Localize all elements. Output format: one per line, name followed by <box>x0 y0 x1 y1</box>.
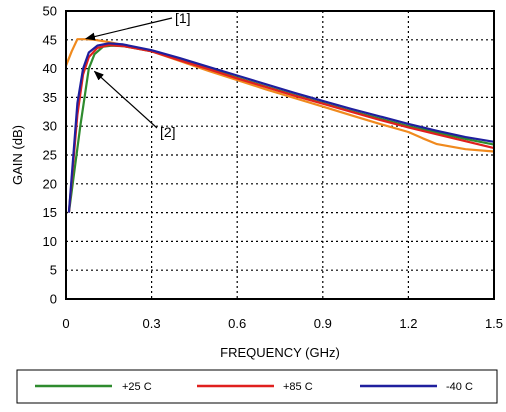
x-tick-label: 1.5 <box>485 316 503 331</box>
x-tick-label: 0 <box>62 316 69 331</box>
legend-label: +85 C <box>283 381 313 393</box>
y-axis-label: GAIN (dB) <box>10 125 25 185</box>
annotations: [1] [2] <box>85 10 191 140</box>
y-tick-label: 5 <box>50 263 57 278</box>
annotation-arrow <box>85 17 173 41</box>
series-line-1 <box>67 43 495 213</box>
y-tick-label: 30 <box>43 119 57 134</box>
legend-label: +25 C <box>122 381 152 393</box>
series-layer <box>64 38 495 213</box>
series-line-3 <box>64 38 495 153</box>
tick-labels: 0 5 10 15 20 25 30 35 40 45 50 0 0.3 0.6 0.9 1.2 1.5 <box>43 4 504 332</box>
y-tick-label: 20 <box>43 176 57 191</box>
x-tick-label: 0.3 <box>143 316 161 331</box>
x-tick-label: 1.2 <box>399 316 417 331</box>
legend-label: -40 C <box>446 381 473 393</box>
y-tick-label: 50 <box>43 4 57 19</box>
annotation-label: [1] <box>175 10 191 26</box>
x-axis-label: FREQUENCY (GHz) <box>220 345 340 360</box>
y-tick-label: 25 <box>43 148 57 163</box>
y-tick-label: 40 <box>43 61 57 76</box>
y-tick-label: 10 <box>43 234 57 249</box>
y-tick-label: 15 <box>43 205 57 220</box>
annotation-arrow <box>93 70 158 129</box>
x-tick-label: 0.9 <box>314 316 332 331</box>
plot-frame <box>65 10 495 300</box>
y-tick-label: 35 <box>43 90 57 105</box>
y-tick-label: 45 <box>43 32 57 47</box>
x-tick-label: 0.6 <box>228 316 246 331</box>
legend: +25 C +85 C -40 C <box>16 369 498 404</box>
annotation-label: [2] <box>160 124 176 140</box>
grid-lines <box>66 11 494 299</box>
series-line-2 <box>67 42 495 213</box>
y-tick-label: 0 <box>50 292 57 307</box>
